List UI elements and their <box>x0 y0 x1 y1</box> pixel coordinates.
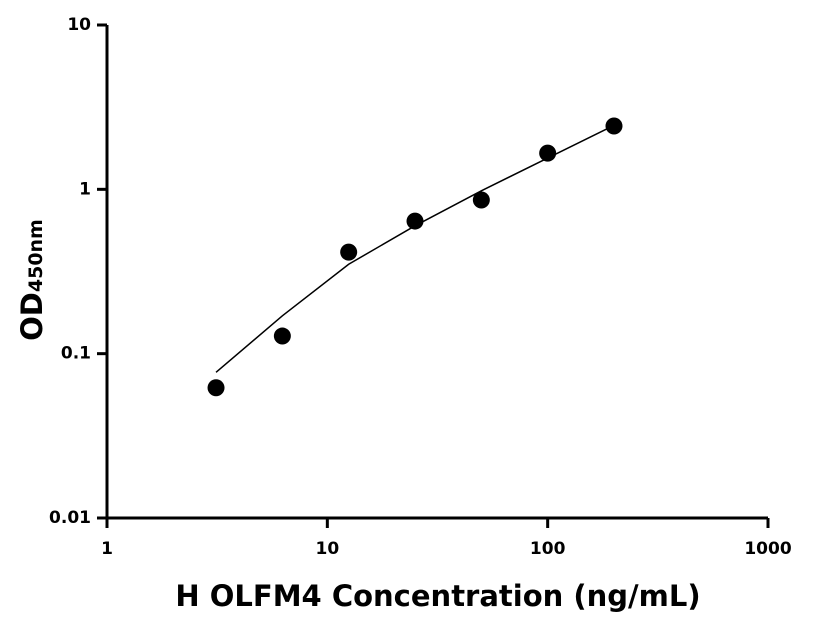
y-axis-title-sub: 450nm <box>25 219 47 292</box>
x-tick-label: 100 <box>530 539 566 559</box>
data-point <box>207 379 225 397</box>
y-axis-title: OD450nm <box>15 219 49 341</box>
data-point <box>340 243 358 261</box>
y-axis-title-main: OD <box>15 292 49 341</box>
x-tick-label: 10 <box>315 539 339 559</box>
data-point <box>539 144 557 162</box>
x-tick-label: 1 <box>101 539 113 559</box>
data-point <box>605 117 623 135</box>
data-point <box>406 212 424 230</box>
data-point <box>273 327 291 345</box>
y-tick-label: 1 <box>79 179 91 199</box>
data-point <box>472 191 490 209</box>
y-tick-label: 10 <box>67 15 91 35</box>
y-tick-label: 0.01 <box>49 508 91 528</box>
x-tick-label: 1000 <box>744 539 791 559</box>
y-tick-label: 0.1 <box>61 344 91 364</box>
x-axis-title: H OLFM4 Concentration (ng/mL) <box>175 579 700 613</box>
y-axis-title-group: OD450nm <box>15 219 49 341</box>
